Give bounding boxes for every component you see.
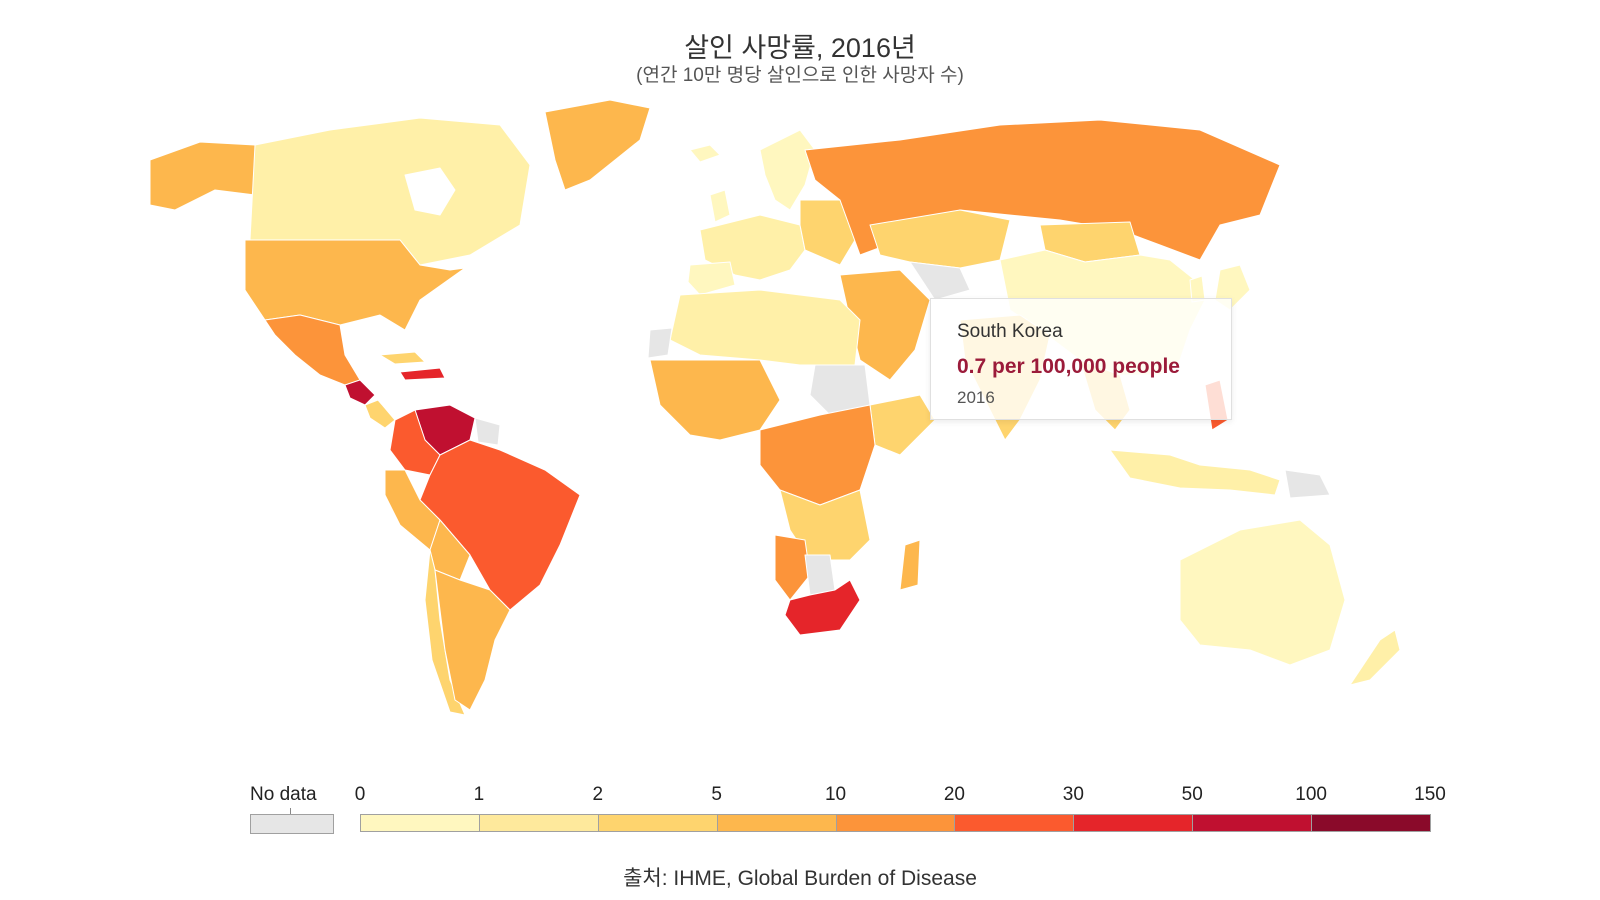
central-africa[interactable] [759, 404, 876, 506]
west-africa[interactable] [649, 359, 781, 441]
north-africa[interactable] [669, 289, 861, 366]
indonesia[interactable] [1109, 449, 1281, 496]
source-note: 출처: IHME, Global Burden of Disease [623, 867, 977, 890]
costa-rica-panama[interactable] [364, 399, 396, 429]
new-zealand[interactable] [1349, 629, 1401, 686]
country-tooltip: South Korea 0.7 per 100,000 people 2016 [930, 298, 1232, 420]
madagascar[interactable] [899, 539, 921, 591]
map-title: 살인 사망률, 2016년 [684, 33, 916, 63]
hudson-bay [404, 167, 456, 216]
western-sahara[interactable] [647, 327, 673, 359]
botswana[interactable] [804, 554, 836, 596]
mexico[interactable] [264, 314, 361, 386]
greenland[interactable] [544, 99, 651, 191]
uk[interactable] [709, 189, 731, 223]
iceland[interactable] [689, 144, 721, 163]
cuba[interactable] [379, 351, 426, 365]
guianas[interactable] [474, 417, 501, 446]
iberia[interactable] [687, 261, 736, 296]
horn-of-africa[interactable] [869, 394, 936, 456]
kazakhstan[interactable] [869, 209, 1011, 269]
new-guinea[interactable] [1284, 469, 1331, 499]
argentina[interactable] [434, 569, 511, 711]
tooltip-year: 2016 [957, 388, 995, 407]
australia[interactable] [1179, 519, 1346, 666]
namibia-angola[interactable] [774, 534, 811, 601]
central-america[interactable] [344, 379, 376, 406]
central-asia[interactable] [909, 261, 971, 301]
tooltip-value: 0.7 per 100,000 people [957, 355, 1180, 378]
south-africa[interactable] [784, 579, 861, 636]
alaska[interactable] [149, 141, 256, 211]
map-subtitle: (연간 10만 명당 살인으로 인한 사망자 수) [636, 65, 964, 86]
tooltip-country: South Korea [957, 321, 1063, 342]
caribbean[interactable] [399, 367, 446, 381]
scandinavia[interactable] [759, 129, 816, 211]
